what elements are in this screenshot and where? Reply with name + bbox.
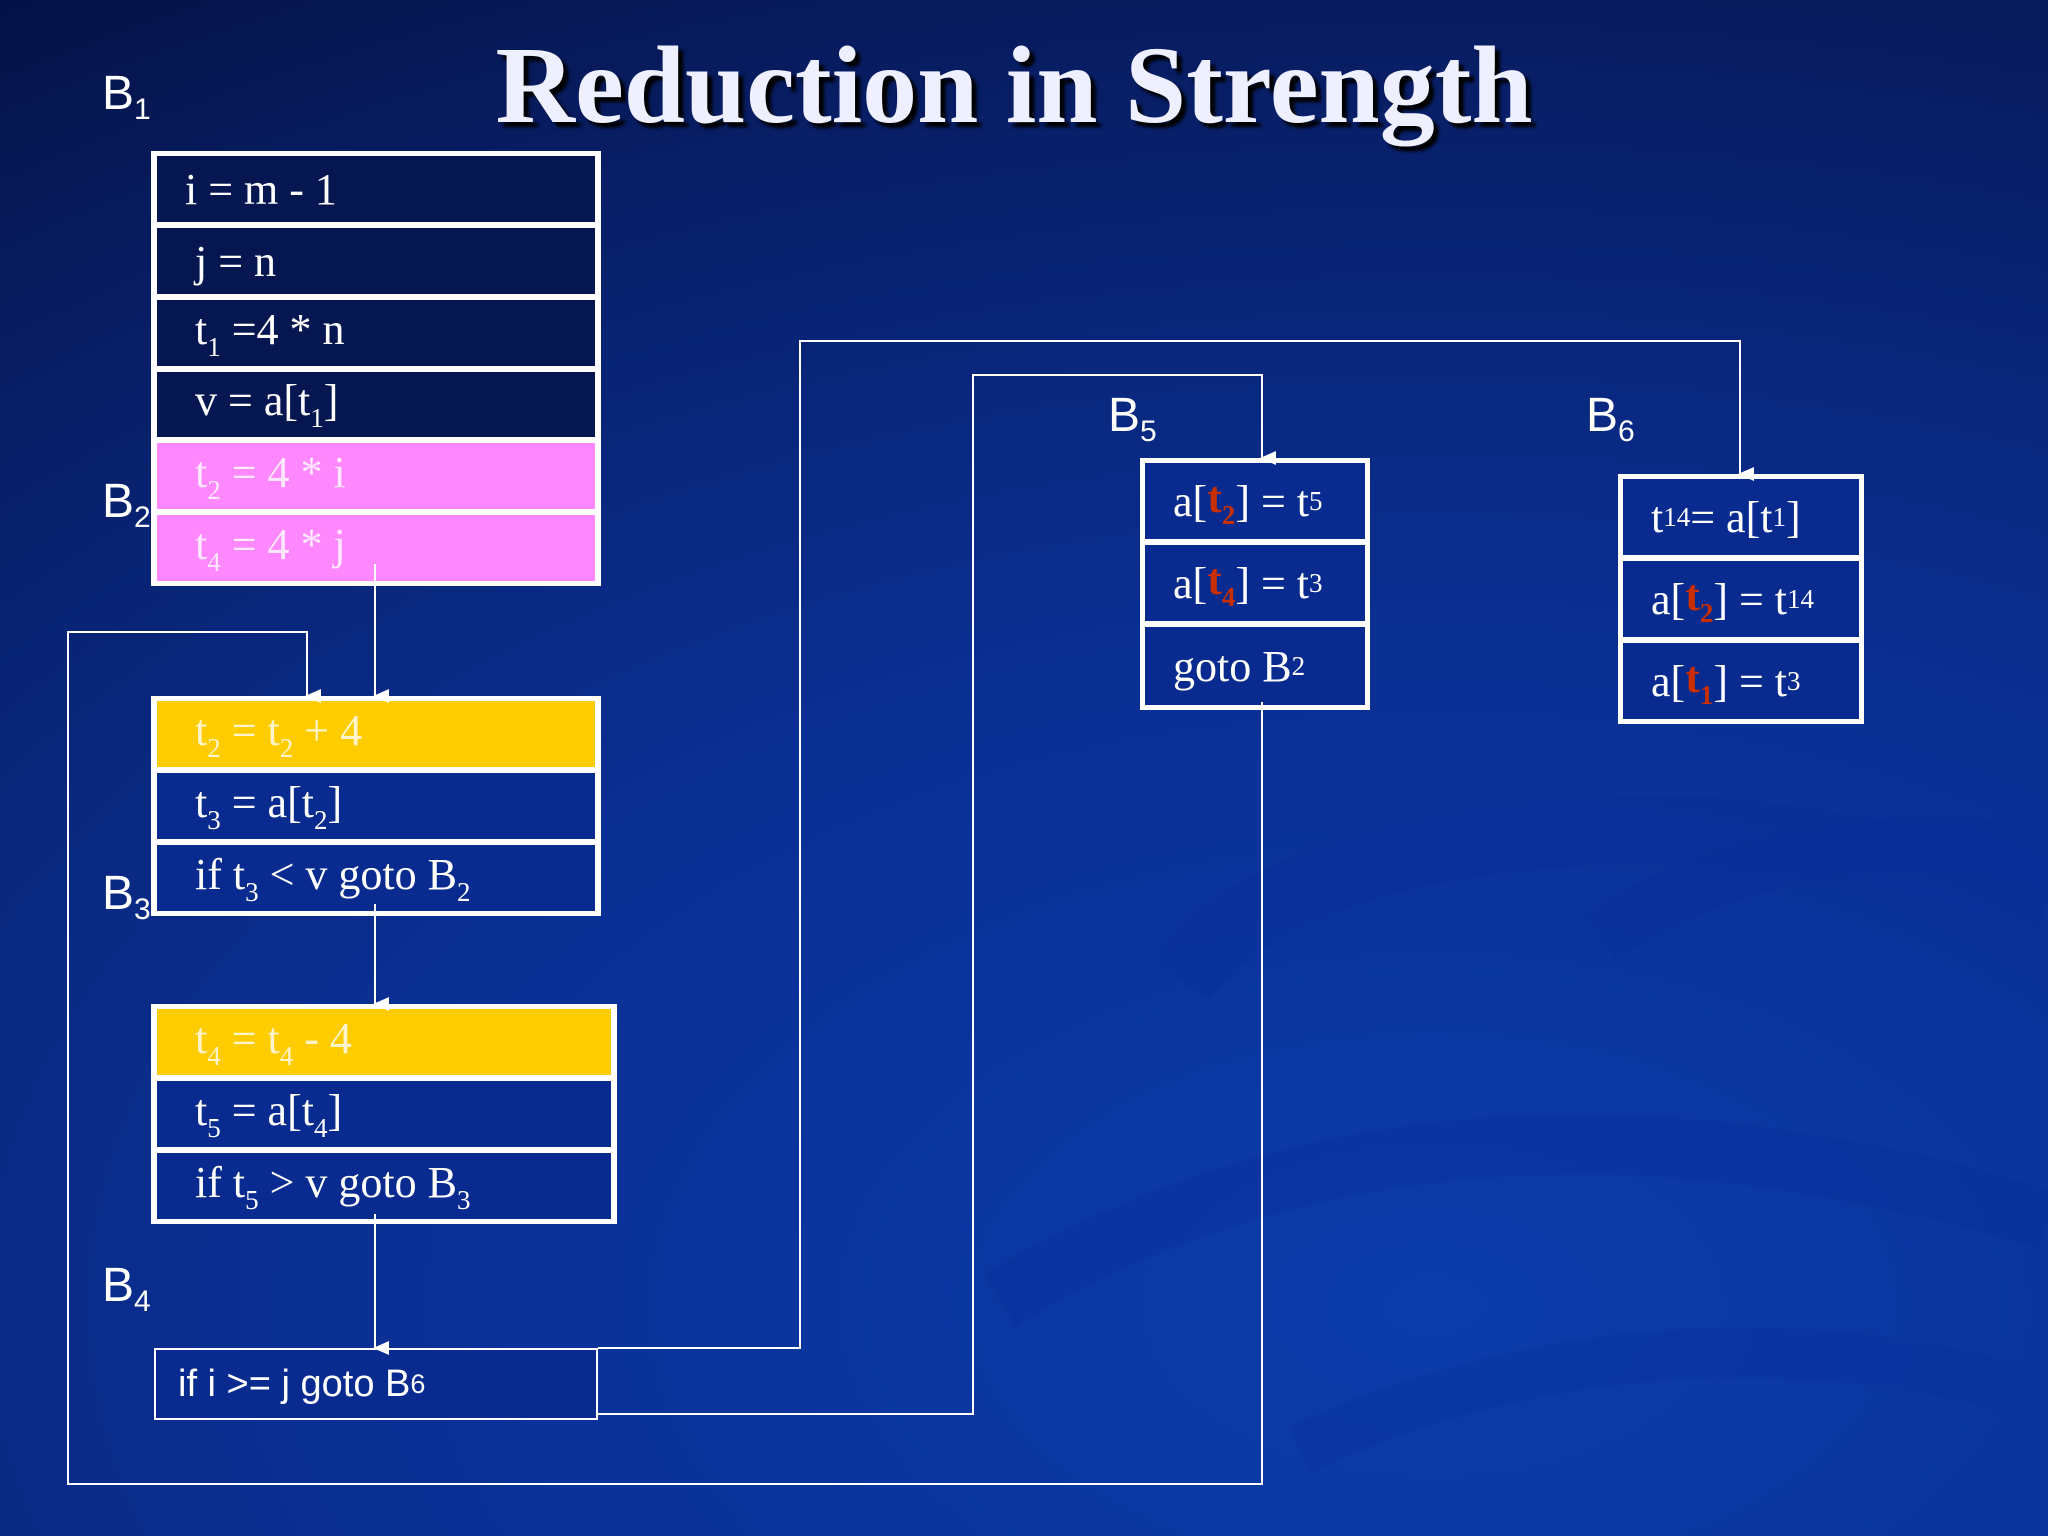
b5-highlight-t2: t2 <box>1207 472 1236 530</box>
b2-stmt-branch: if t3 < v goto B2 <box>154 842 598 914</box>
block-label-b1: B1 <box>102 67 151 126</box>
block-label-b6: B6 <box>1586 389 1635 448</box>
b6-stmt-store-t2: a[t2] = t 14 <box>1620 558 1862 640</box>
b3-stmt-branch: if t5 > v goto B3 <box>154 1150 614 1222</box>
b1-stmt-v: v = a[t1] <box>154 369 598 440</box>
b6-highlight-t1: t1 <box>1685 652 1714 710</box>
block-label-b4: B4 <box>102 1259 151 1318</box>
edge-b4-to-b5 <box>598 374 1276 1415</box>
block-label-b3: B3 <box>102 867 151 926</box>
b1-stmt-init-i: i = m - 1 <box>154 153 598 225</box>
block-label-b5: B5 <box>1108 389 1157 448</box>
b6-highlight-t2: t2 <box>1685 570 1714 628</box>
b5-highlight-t4: t4 <box>1207 554 1236 612</box>
edge-b4-to-b6 <box>598 340 1754 1349</box>
block-label-b2: B2 <box>102 475 151 534</box>
edge-b5-to-b2-loop <box>67 631 1263 1485</box>
b1-stmt-t2-highlighted: t2 = 4 * i <box>154 440 598 512</box>
b3-stmt-t5-load: t5 = a[t4] <box>154 1078 614 1150</box>
b1-stmt-t1: t1 =4 * n <box>154 297 598 369</box>
b1-stmt-init-j: j = n <box>154 225 598 297</box>
b6-stmt-t14-load: t 14 = a[t 1] <box>1620 476 1862 558</box>
slide-title: Reduction in Strength <box>495 24 1533 146</box>
b2-stmt-t3-load: t3 = a[t2] <box>154 770 598 842</box>
